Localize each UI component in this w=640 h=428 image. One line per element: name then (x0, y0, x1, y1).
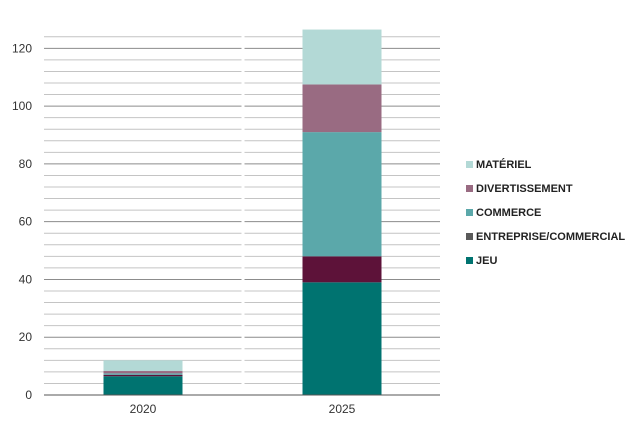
x-tick-label: 2025 (329, 402, 356, 416)
bar-segment-2025-mat-riel (302, 29, 382, 85)
y-axis: 0 20 40 60 80 100 120 (12, 41, 32, 402)
bars (44, 29, 440, 396)
x-axis: 2020 2025 (130, 402, 356, 416)
legend-swatch (466, 257, 473, 264)
legend-swatch (466, 161, 473, 168)
legend-item: DIVERTISSEMENT (466, 183, 573, 195)
legend-label: MATÉRIEL (476, 158, 532, 171)
legend-label: COMMERCE (476, 207, 541, 219)
legend-swatch (466, 185, 473, 192)
bar-segment-2025-commerce (302, 132, 382, 257)
legend-item: COMMERCE (466, 207, 541, 219)
bar-segment-2020-divertissement (103, 371, 183, 374)
bar-segment-2020-mat-riel (103, 360, 183, 372)
y-tick-label: 60 (19, 215, 33, 229)
legend: MATÉRIEL DIVERTISSEMENT COMMERCE ENTREPRISE… (466, 158, 625, 267)
legend-item: MATÉRIEL (466, 158, 532, 171)
bar-segment-2020-commerce (103, 373, 183, 375)
x-tick-label: 2020 (130, 402, 157, 416)
y-tick-label: 0 (25, 388, 32, 402)
legend-swatch (466, 233, 473, 240)
legend-label: JEU (476, 255, 497, 267)
legend-label: ENTREPRISE/COMMERCIAL (476, 231, 625, 243)
y-tick-label: 20 (19, 330, 33, 344)
bar-segment-2025-entreprise-commercial (302, 256, 382, 283)
bar-segment-2020-entreprise-commercial (103, 374, 183, 377)
y-tick-label: 100 (12, 99, 32, 113)
y-tick-label: 80 (19, 157, 33, 171)
legend-item: ENTREPRISE/COMMERCIAL (466, 231, 625, 243)
bar-segment-2025-divertissement (302, 84, 382, 133)
y-tick-label: 120 (12, 41, 32, 55)
bar-segment-2025-jeu (302, 282, 382, 395)
y-tick-label: 40 (19, 272, 33, 286)
bar-segment-2020-jeu (103, 376, 183, 395)
legend-item: JEU (466, 255, 497, 267)
legend-swatch (466, 209, 473, 216)
legend-label: DIVERTISSEMENT (476, 183, 573, 195)
